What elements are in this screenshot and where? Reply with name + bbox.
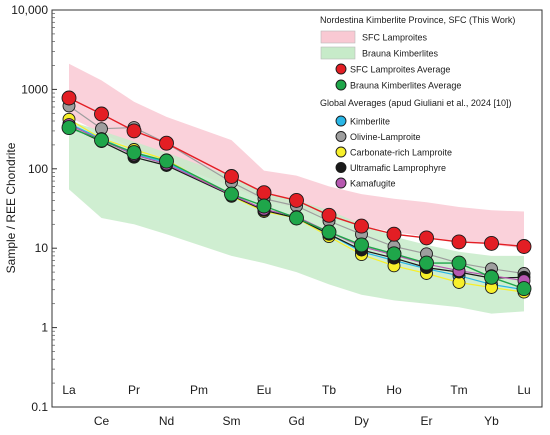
ree-label-yb: Yb [484, 414, 499, 428]
legend-swatch-sfc-lamproites [320, 30, 356, 44]
point-sfc-lamproites-average [516, 239, 532, 254]
legend-marker-kamafugite [335, 177, 347, 189]
ree-label-tm: Tm [450, 383, 467, 397]
point-sfc-lamproites-average [61, 90, 77, 106]
point-sfc-lamproites-average [289, 192, 304, 208]
legend-label-sfc-lamproites: SFC Lamproites [362, 33, 428, 43]
legend-group1-title: Nordestina Kimberlite Province, SFC (Thi… [320, 15, 515, 25]
y-axis-title: Sample / REE Chondrite [4, 142, 18, 273]
point-sfc-lamproites-average [224, 169, 239, 184]
y-tick-label: 10 [35, 241, 49, 255]
y-tick-label: 1000 [21, 82, 48, 96]
point-brauna-kimberlites-average [94, 132, 109, 148]
legend-marker-olivine-lamproite [335, 131, 347, 142]
point-sfc-lamproites-average [419, 230, 434, 246]
point-sfc-lamproites-average [321, 207, 337, 223]
y-tick-label: 0.1 [31, 400, 48, 414]
legend-label-brauna-kimberlites-average: Brauna Kimberlites Average [350, 81, 461, 91]
point-brauna-kimberlites-average [289, 210, 304, 226]
ree-label-pm: Pm [190, 383, 208, 397]
legend: Nordestina Kimberlite Province, SFC (Thi… [320, 15, 515, 189]
ree-label-pr: Pr [128, 383, 140, 397]
legend-label-brauna-kimberlites: Brauna Kimberlites [362, 49, 439, 59]
point-sfc-lamproites-average [256, 185, 272, 201]
point-brauna-kimberlites-average [159, 153, 174, 169]
legend-group2-title: Global Averages (apud Giuliani et al., 2… [320, 98, 511, 108]
ree-label-gd: Gd [288, 414, 304, 428]
point-brauna-kimberlites-average [516, 281, 532, 297]
plot-frame [51, 9, 543, 408]
legend-marker-carbonate-rich-lamproite [335, 146, 347, 158]
ree-label-la: La [62, 383, 76, 397]
point-brauna-kimberlites-average [321, 224, 337, 240]
point-brauna-kimberlites-average [256, 198, 272, 214]
legend-label-olivine-lamproite: Olivine-Lamproite [350, 132, 421, 142]
ree-label-dy: Dy [354, 414, 369, 428]
point-sfc-lamproites-average [354, 218, 369, 234]
legend-label-ultramafic-lamprophyre: Ultramafic Lamprophyre [350, 163, 446, 173]
ree-category-labels: La Ce Pr Nd Pm Sm Eu Gd Tb Dy Ho Er Tm Yb Lu [62, 383, 530, 428]
ree-label-ho: Ho [386, 383, 402, 397]
point-brauna-kimberlites-average [484, 269, 499, 285]
legend-items: SFC Lamproites Brauna Kimberlites SFC Lamp… [320, 30, 461, 189]
point-sfc-lamproites-average [94, 106, 109, 122]
legend-marker-brauna-kimberlites-average [335, 79, 347, 91]
y-tick-label: 100 [28, 162, 48, 176]
ree-label-nd: Nd [159, 414, 174, 428]
point-sfc-lamproites-average [451, 234, 467, 250]
legend-swatch-brauna-kimberlites [320, 46, 356, 60]
legend-label-kimberlite: Kimberlite [350, 117, 390, 127]
point-brauna-kimberlites-average [451, 255, 467, 271]
y-tick-label: 1 [41, 321, 48, 335]
ree-label-lu: Lu [517, 383, 530, 397]
field-sfc-lamproites [69, 63, 524, 249]
legend-label-sfc-lamproites-average: SFC Lamproites Average [350, 65, 450, 75]
point-sfc-lamproites-average [386, 226, 402, 242]
legend-marker-kimberlite [335, 115, 347, 127]
point-brauna-kimberlites-average [386, 246, 402, 262]
series-points [61, 90, 532, 299]
ree-label-sm: Sm [223, 414, 241, 428]
legend-marker-ultramafic-lamprophyre [335, 162, 347, 173]
ree-label-tb: Tb [322, 383, 336, 397]
point-sfc-lamproites-average [484, 235, 499, 251]
point-sfc-lamproites-average [159, 135, 174, 151]
y-tick-label: 10,000 [11, 3, 48, 17]
y-axis: 0.1 1 10 100 1000 10,000 [11, 3, 57, 414]
legend-label-carbonate-rich-lamproite: Carbonate-rich Lamproite [350, 148, 452, 158]
ree-label-ce: Ce [94, 414, 110, 428]
legend-marker-sfc-lamproites-average [335, 63, 347, 75]
point-brauna-kimberlites-average [354, 237, 369, 253]
point-brauna-kimberlites-average [224, 186, 239, 202]
ree-label-er: Er [421, 414, 433, 428]
point-brauna-kimberlites-average [126, 145, 142, 161]
point-sfc-lamproites-average [126, 123, 142, 139]
ree-label-eu: Eu [257, 383, 272, 397]
point-brauna-kimberlites-average [419, 255, 434, 271]
point-brauna-kimberlites-average [61, 120, 77, 136]
legend-label-kamafugite: Kamafugite [350, 179, 396, 189]
